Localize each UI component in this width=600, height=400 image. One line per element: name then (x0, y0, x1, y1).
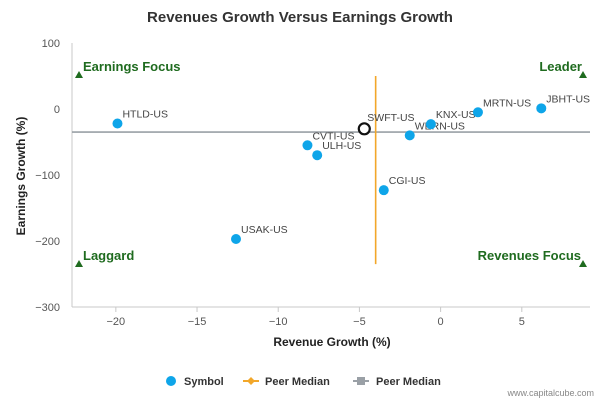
peer-median-lines (72, 76, 590, 265)
chart-title: Revenues Growth Versus Earnings Growth (147, 9, 453, 26)
point-label-cvti-us: CVTI-US (312, 130, 354, 142)
x-tick-label: 0 (438, 316, 444, 328)
quadrant-marker-bottom-right (579, 260, 587, 267)
quadrant-marker-bottom-left (75, 260, 83, 267)
data-point-cvti-us[interactable] (302, 140, 313, 151)
data-point-htld-us[interactable] (112, 118, 123, 129)
quadrant-label-top-right: Leader (539, 59, 582, 74)
legend-symbol-marker[interactable] (166, 376, 176, 386)
data-point-mrtn-us[interactable] (472, 107, 483, 118)
legend-peer-median-vertical-label[interactable]: Peer Median (265, 376, 330, 388)
y-tick-label: −100 (35, 170, 60, 182)
point-label-ulh-us: ULH-US (322, 140, 361, 152)
credit-text: www.capitalcube.com (506, 388, 594, 398)
point-label-mrtn-us: MRTN-US (483, 97, 531, 109)
point-label-htld-us: HTLD-US (122, 109, 168, 121)
quadrant-label-bottom-left: Laggard (83, 248, 134, 263)
y-tick-label: 100 (42, 38, 60, 50)
data-point-ulh-us[interactable] (312, 150, 323, 161)
quadrant-label-bottom-right: Revenues Focus (478, 248, 581, 263)
quadrant-label-top-left: Earnings Focus (83, 59, 181, 74)
y-tick-label: −300 (35, 302, 60, 314)
data-point-cgi-us[interactable] (378, 185, 389, 196)
x-tick-label: −10 (269, 316, 288, 328)
x-axis-title: Revenue Growth (%) (273, 335, 390, 349)
quadrant-marker-top-left (75, 71, 83, 78)
point-label-swft-us: SWFT-US (367, 112, 414, 124)
x-tick-label: 5 (519, 316, 525, 328)
x-tick-label: −20 (107, 316, 126, 328)
x-tick-label: −5 (353, 316, 366, 328)
x-tick-label: −15 (188, 316, 207, 328)
data-point-knx-us[interactable] (425, 119, 436, 130)
y-axis-title: Earnings Growth (%) (14, 117, 28, 236)
legend-peer-median-horizontal-square[interactable] (357, 377, 365, 385)
legend-symbol-label[interactable]: Symbol (184, 376, 224, 388)
subject-point-swft-us[interactable] (357, 122, 371, 136)
point-label-knx-us: KNX-US (436, 109, 476, 121)
quadrant-labels: Earnings Focus Leader Laggard Revenues Focu… (75, 59, 587, 267)
point-label-wern-us: WERN-US (415, 120, 465, 132)
legend-peer-median-vertical-diamond[interactable] (247, 377, 255, 385)
legend[interactable]: Symbol Peer Median Peer Median (166, 376, 441, 388)
data-point-usak-us[interactable] (231, 234, 242, 245)
point-label-cgi-us: CGI-US (389, 175, 426, 187)
data-point-jbht-us[interactable] (536, 103, 547, 114)
legend-peer-median-horizontal-label[interactable]: Peer Median (376, 376, 441, 388)
data-point-wern-us[interactable] (404, 130, 415, 141)
axes: −20 −15 −10 −5 0 5 100 0 −100 −200 −300 (35, 38, 590, 328)
point-label-usak-us: USAK-US (241, 224, 288, 236)
quadrant-marker-top-right (579, 71, 587, 78)
point-label-jbht-us: JBHT-US (546, 93, 590, 105)
y-tick-label: 0 (54, 104, 60, 116)
y-tick-label: −200 (35, 236, 60, 248)
